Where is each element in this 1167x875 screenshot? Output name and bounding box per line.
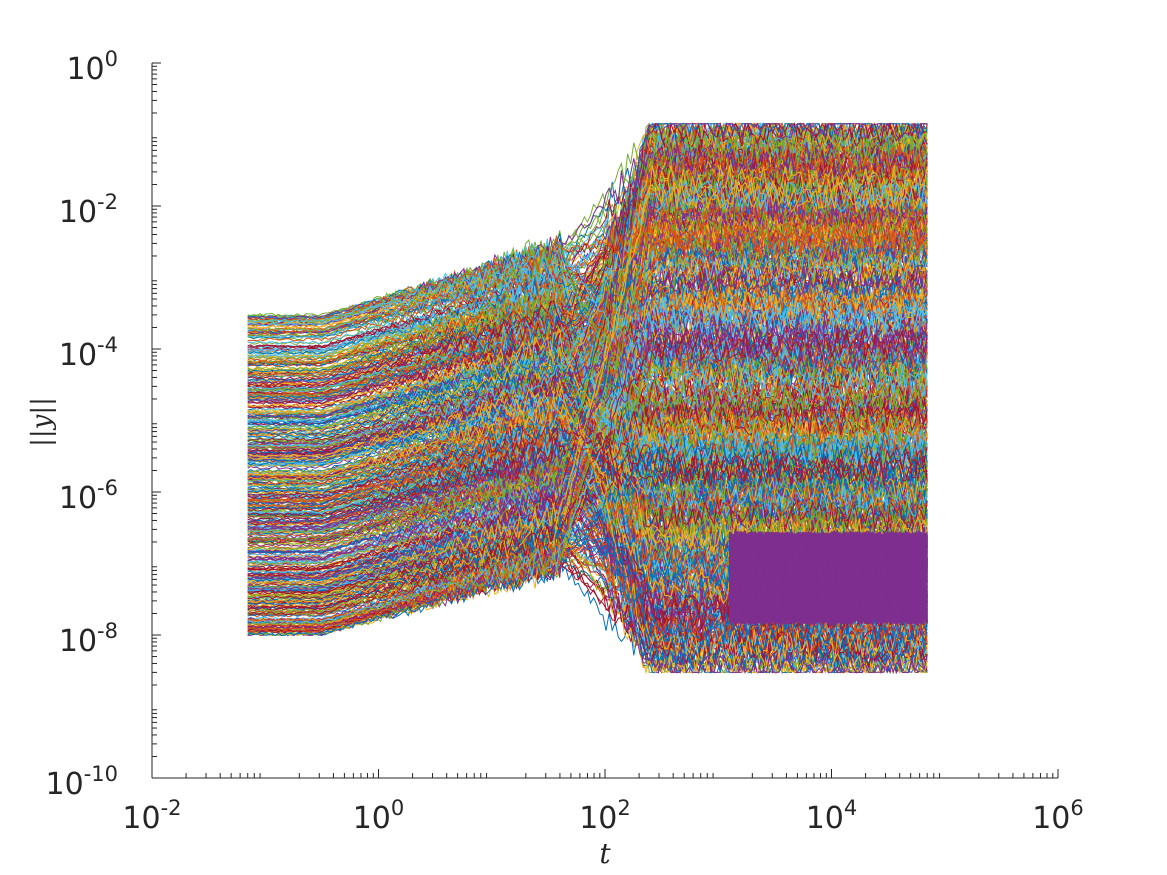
series-line [247, 409, 928, 654]
series-line [729, 531, 928, 624]
series-line [247, 235, 928, 399]
series-line [247, 121, 928, 408]
series-line [247, 182, 928, 458]
series-line [247, 521, 928, 675]
series-line [247, 236, 928, 626]
series-line [247, 281, 928, 362]
series-line [247, 341, 928, 446]
series-line [247, 281, 928, 436]
series-line [247, 150, 928, 385]
series-line [247, 134, 928, 550]
series-line [247, 301, 928, 624]
series-line [247, 431, 928, 637]
y-tick-label: 10-6 [59, 476, 118, 516]
series-line [729, 532, 928, 627]
y-tick-label: 10-4 [59, 333, 118, 373]
series-line [247, 216, 928, 321]
series-line [247, 327, 928, 549]
series-line [247, 181, 928, 540]
series-line [247, 528, 928, 661]
x-tick-label: 100 [353, 796, 405, 836]
series-line [247, 180, 928, 448]
series-line [247, 247, 928, 447]
series-line [247, 439, 928, 595]
series-line [247, 318, 928, 524]
x-tick-label: 104 [806, 796, 858, 836]
series-line [247, 242, 928, 469]
series-line [247, 394, 928, 507]
series-line [247, 122, 928, 629]
series-line [247, 316, 928, 431]
series-line [247, 482, 928, 628]
series-line [247, 329, 928, 600]
y-tick-label: 10-8 [59, 619, 118, 659]
series-line [247, 374, 928, 482]
series-line [247, 242, 928, 363]
series-line [247, 479, 928, 675]
series-line [247, 238, 928, 380]
series-line [247, 177, 928, 584]
ticks: 10-2 100 102 104 106 100 10-2 10-4 10-6 10-8 10-10 [46, 47, 1084, 836]
y-tick-label: 10-2 [59, 190, 118, 230]
series-line [247, 488, 928, 565]
series-line [247, 360, 928, 502]
y-tick-label: 10-10 [46, 762, 119, 802]
series-line [247, 299, 928, 377]
x-axis-label: t [599, 837, 611, 870]
series-line [247, 417, 928, 497]
series-line [247, 476, 928, 637]
series-line [247, 310, 928, 517]
x-tick-label: 10-2 [122, 796, 181, 836]
series-line [247, 245, 928, 550]
y-tick-label: 100 [66, 47, 118, 87]
series-line [247, 211, 928, 452]
series-layer [247, 121, 928, 675]
series-line [247, 233, 928, 508]
x-tick-label: 106 [1032, 796, 1084, 836]
series-line [247, 226, 928, 622]
series-line [247, 547, 928, 668]
series-line [247, 246, 928, 399]
x-tick-label: 102 [579, 796, 631, 836]
series-line [247, 153, 928, 508]
series-line [247, 141, 928, 631]
series-line [247, 202, 928, 637]
y-axis-label: ||y|| [27, 397, 57, 447]
